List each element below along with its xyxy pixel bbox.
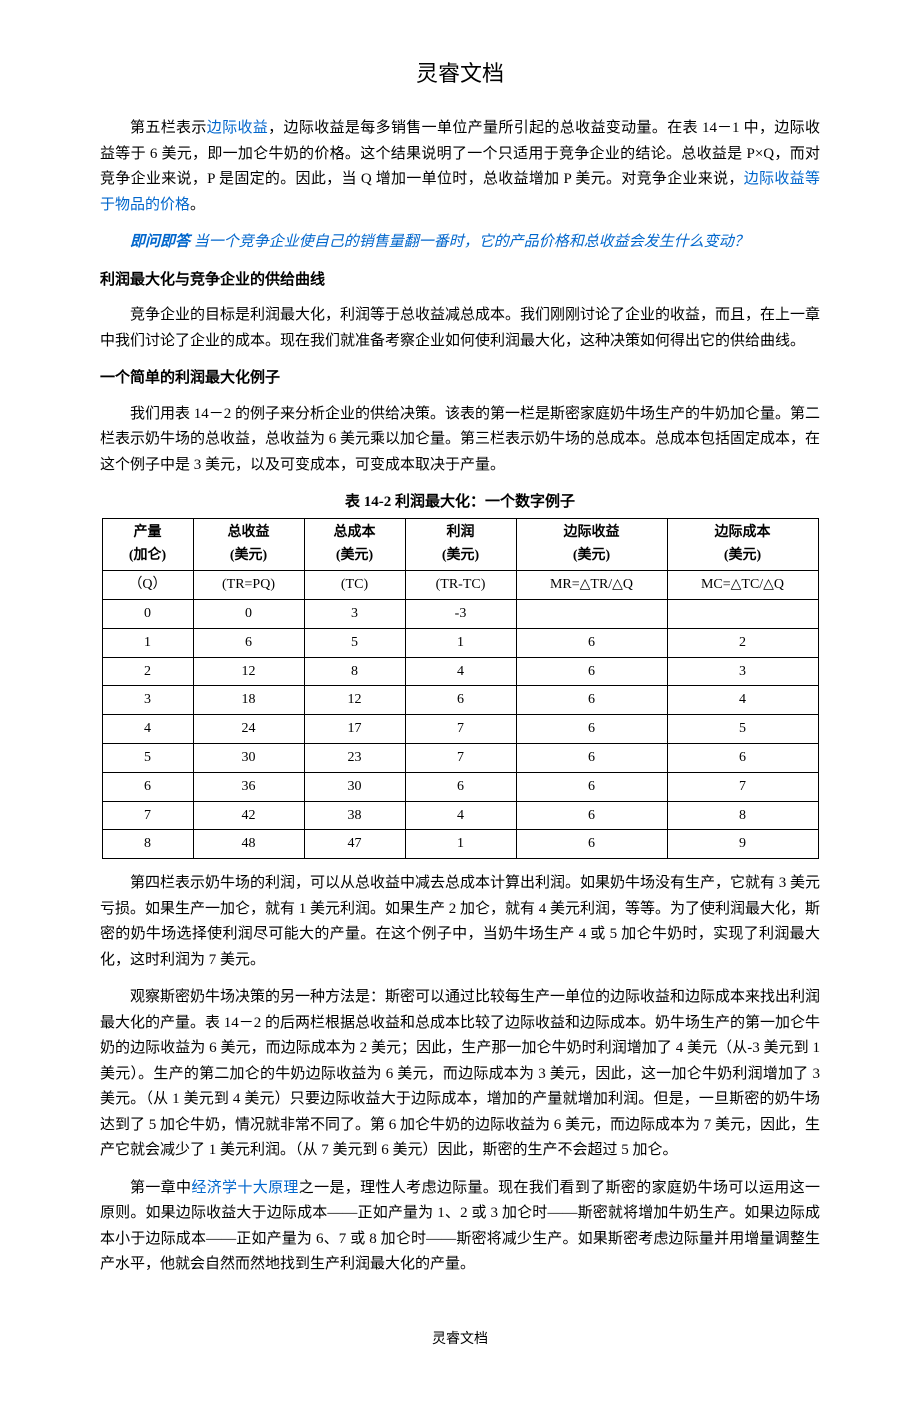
table-cell: 1 (405, 628, 516, 657)
qa-text: 当一个竞争企业使自己的销售量翻一番时，它的产品价格和总收益会发生什么变动？ (190, 234, 749, 250)
table-cell: 30 (193, 744, 304, 773)
paragraph-6: 第一章中经济学十大原理之一是，理性人考虑边际量。现在我们看到了斯密的家庭奶牛场可… (100, 1176, 820, 1278)
table-cell: 38 (304, 801, 405, 830)
text: 第五栏表示 (130, 120, 207, 136)
table-cell: 7 (102, 801, 193, 830)
table-cell: 5 (667, 715, 818, 744)
paragraph-1: 第五栏表示边际收益，边际收益是每多销售一单位产量所引起的总收益变动量。在表 14… (100, 116, 820, 218)
table-header-cell: 总成本(美元) (304, 518, 405, 571)
table-cell: 1 (405, 830, 516, 859)
table-cell: 6 (516, 772, 667, 801)
page-title: 灵睿文档 (100, 55, 820, 92)
table-cell: 18 (193, 686, 304, 715)
page-footer: 灵睿文档 (100, 1328, 820, 1352)
paragraph-2: 竞争企业的目标是利润最大化，利润等于总收益减总成本。我们刚刚讨论了企业的收益，而… (100, 303, 820, 354)
table-cell: MC=△TC/△Q (667, 571, 818, 600)
table-cell: -3 (405, 600, 516, 629)
table-header-cell: 产量(加仑) (102, 518, 193, 571)
table-cell: 36 (193, 772, 304, 801)
table-cell: 9 (667, 830, 818, 859)
table-cell: 8 (304, 657, 405, 686)
table-cell: 2 (667, 628, 818, 657)
table-cell: （Q） (102, 571, 193, 600)
table-cell: 48 (193, 830, 304, 859)
table-header-cell: 利润(美元) (405, 518, 516, 571)
table-cell: 6 (516, 628, 667, 657)
table-cell: 6 (516, 657, 667, 686)
table-row: 63630667 (102, 772, 818, 801)
text: 。 (190, 197, 205, 213)
table-cell: 42 (193, 801, 304, 830)
table-cell: 6 (102, 772, 193, 801)
table-row: 74238468 (102, 801, 818, 830)
table-cell: 7 (667, 772, 818, 801)
table-cell: MR=△TR/△Q (516, 571, 667, 600)
profit-max-table: 产量(加仑)总收益(美元)总成本(美元)利润(美元)边际收益(美元)边际成本(美… (102, 518, 819, 860)
table-cell: 6 (667, 744, 818, 773)
table-row: 2128463 (102, 657, 818, 686)
table-cell: 24 (193, 715, 304, 744)
table-cell: 4 (405, 801, 516, 830)
table-cell: 47 (304, 830, 405, 859)
link-ten-principles[interactable]: 经济学十大原理 (191, 1180, 298, 1196)
table-cell: 4 (102, 715, 193, 744)
table-cell: 6 (516, 715, 667, 744)
table-cell: 6 (516, 801, 667, 830)
table-caption: 表 14-2 利润最大化：一个数字例子 (100, 490, 820, 516)
table-cell: 8 (102, 830, 193, 859)
table-header-cell: 边际收益(美元) (516, 518, 667, 571)
table-cell: 5 (102, 744, 193, 773)
table-cell (516, 600, 667, 629)
table-cell: 8 (667, 801, 818, 830)
table-cell: 6 (516, 744, 667, 773)
table-cell: 5 (304, 628, 405, 657)
table-cell: 17 (304, 715, 405, 744)
table-cell: 30 (304, 772, 405, 801)
table-cell: 7 (405, 744, 516, 773)
heading-profit-max-supply-curve: 利润最大化与竞争企业的供给曲线 (100, 268, 820, 294)
table-formula-row: （Q）(TR=PQ)(TC)(TR-TC)MR=△TR/△QMC=△TC/△Q (102, 571, 818, 600)
table-row: 165162 (102, 628, 818, 657)
table-cell: 12 (193, 657, 304, 686)
table-cell: 3 (667, 657, 818, 686)
paragraph-4: 第四栏表示奶牛场的利润，可以从总收益中减去总成本计算出利润。如果奶牛场没有生产，… (100, 871, 820, 973)
table-cell: 4 (667, 686, 818, 715)
table-header-cell: 边际成本(美元) (667, 518, 818, 571)
paragraph-3: 我们用表 14－2 的例子来分析企业的供给决策。该表的第一栏是斯密家庭奶牛场生产… (100, 402, 820, 479)
paragraph-5: 观察斯密奶牛场决策的另一种方法是：斯密可以通过比较每生产一单位的边际收益和边际成… (100, 985, 820, 1164)
qa-label: 即问即答 (130, 234, 190, 250)
table-cell: 4 (405, 657, 516, 686)
table-cell: 3 (102, 686, 193, 715)
table-cell: 6 (193, 628, 304, 657)
text: 第一章中 (130, 1180, 191, 1196)
table-header-row: 产量(加仑)总收益(美元)总成本(美元)利润(美元)边际收益(美元)边际成本(美… (102, 518, 818, 571)
table-cell (667, 600, 818, 629)
table-cell: 6 (405, 686, 516, 715)
table-cell: 12 (304, 686, 405, 715)
table-cell: 6 (516, 830, 667, 859)
table-cell: (TR-TC) (405, 571, 516, 600)
heading-simple-example: 一个简单的利润最大化例子 (100, 366, 820, 392)
table-cell: 7 (405, 715, 516, 744)
table-cell: 6 (405, 772, 516, 801)
table-row: 003-3 (102, 600, 818, 629)
table-header-cell: 总收益(美元) (193, 518, 304, 571)
table-cell: 23 (304, 744, 405, 773)
table-cell: (TR=PQ) (193, 571, 304, 600)
quick-qa: 即问即答 当一个竞争企业使自己的销售量翻一番时，它的产品价格和总收益会发生什么变… (100, 230, 820, 256)
table-cell: 1 (102, 628, 193, 657)
table-cell: (TC) (304, 571, 405, 600)
table-cell: 2 (102, 657, 193, 686)
table-row: 84847169 (102, 830, 818, 859)
table-cell: 3 (304, 600, 405, 629)
table-cell: 0 (102, 600, 193, 629)
table-row: 31812664 (102, 686, 818, 715)
table-row: 53023766 (102, 744, 818, 773)
table-cell: 6 (516, 686, 667, 715)
table-row: 42417765 (102, 715, 818, 744)
link-marginal-revenue[interactable]: 边际收益 (207, 120, 268, 136)
table-cell: 0 (193, 600, 304, 629)
